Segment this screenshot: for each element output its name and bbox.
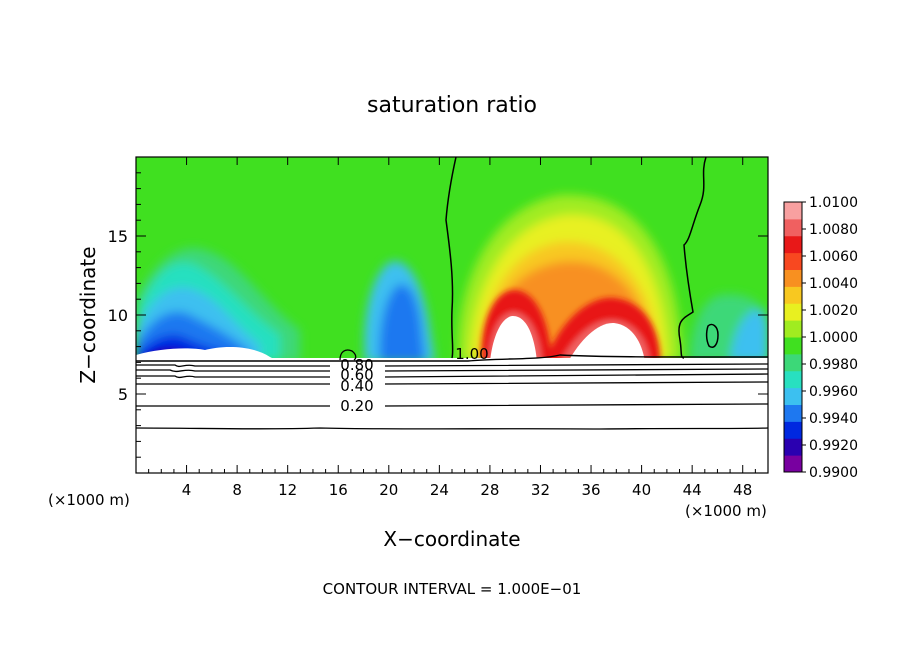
colorbar-label: 1.0000 [809, 330, 858, 346]
contour-1-island [705, 323, 719, 348]
region-right-lightblue [730, 309, 768, 362]
colorbar-swatch [784, 320, 802, 338]
colorbar-swatch [784, 404, 802, 422]
x-tick-label: 28 [480, 481, 499, 499]
colorbar-swatch [784, 455, 802, 473]
contour-label: 0.80 [340, 356, 373, 374]
colorbar-label: 0.9940 [809, 411, 858, 427]
contour-1-left [445, 157, 457, 359]
colorbar-label: 1.0100 [809, 195, 858, 211]
contour-0-6 [136, 368, 768, 373]
contour-label: 0.20 [340, 397, 373, 415]
x-tick-label: 40 [632, 481, 651, 499]
colorbar-swatch [784, 370, 802, 389]
colorbar-label: 1.0060 [809, 249, 858, 265]
x-tick-label: 44 [683, 481, 702, 499]
contour-0-1 [136, 427, 768, 430]
colorbar-swatch [784, 235, 802, 254]
colorbar-swatch [784, 202, 802, 220]
x-tick-label: 36 [581, 481, 600, 499]
contour-1-blob [339, 349, 357, 361]
colorbar-swatch [784, 353, 802, 372]
contour-0-2 [136, 403, 768, 407]
x-tick-label: 16 [329, 481, 348, 499]
colorbar-swatch [784, 218, 802, 237]
chart-title: saturation ratio [367, 93, 537, 118]
colorbar-label: 0.9900 [809, 465, 858, 481]
y-tick-label: 5 [118, 385, 128, 404]
x-tick-label: 12 [278, 481, 297, 499]
x-tick-label: 48 [733, 481, 752, 499]
x-unit-right: (×1000 m) [685, 502, 767, 520]
colorbar-label: 0.9960 [809, 384, 858, 400]
contour-label: 0.40 [340, 377, 373, 395]
core-left-white [490, 315, 537, 362]
x-unit-left: (×1000 m) [48, 491, 130, 509]
contour-label: 1.00 [455, 345, 488, 363]
colorbar-label: 1.0020 [809, 303, 858, 319]
colorbar-label: 0.9920 [809, 438, 858, 454]
colorbar-swatch [784, 303, 802, 321]
contour-interval-note: CONTOUR INTERVAL = 1.000E−01 [323, 580, 582, 598]
x-tick-label: 24 [430, 481, 449, 499]
x-tick-label: 20 [379, 481, 398, 499]
colorbar-label: 1.0040 [809, 276, 858, 292]
contour-0-5 [136, 373, 768, 379]
contour-labels: 0.20 0.400.600.80 1.00 [340, 345, 488, 415]
contour-label: 0.60 [340, 366, 373, 384]
contour-0-8 [136, 363, 768, 368]
y-tick-label: 15 [108, 227, 128, 246]
colorbar-swatch [784, 269, 802, 287]
colorbar-swatch [784, 421, 802, 439]
contour-0-4 [136, 381, 768, 385]
y-tick-label: 10 [108, 306, 128, 325]
colorbar-label: 0.9980 [809, 357, 858, 373]
colorbar: 1.0100 1.0080 1.0060 1.0040 1.0020 1.0000 0.99… [783, 195, 858, 481]
x-tick-label: 32 [531, 481, 550, 499]
contour-top [136, 354, 768, 362]
region-mid-blue [379, 284, 425, 362]
colorbar-label: 1.0080 [809, 222, 858, 238]
colorbar-swatch [784, 252, 802, 270]
y-axis: 5 10 15 [108, 172, 768, 458]
x-axis: 4 8 12 16 20 24 28 32 36 40 44 48 [148, 157, 756, 499]
x-tick-label: 4 [182, 481, 192, 499]
core-right-white [568, 322, 645, 362]
contour-1-right [678, 157, 707, 359]
colorbar-swatch [784, 337, 802, 355]
colorbar-swatch [784, 438, 802, 456]
y-axis-label: Z−coordinate [76, 246, 100, 383]
x-axis-label: X−coordinate [383, 527, 520, 551]
x-tick-label: 8 [232, 481, 242, 499]
colorbar-swatch [784, 387, 802, 405]
saturation-field [136, 157, 768, 473]
colorbar-swatch [784, 286, 802, 304]
